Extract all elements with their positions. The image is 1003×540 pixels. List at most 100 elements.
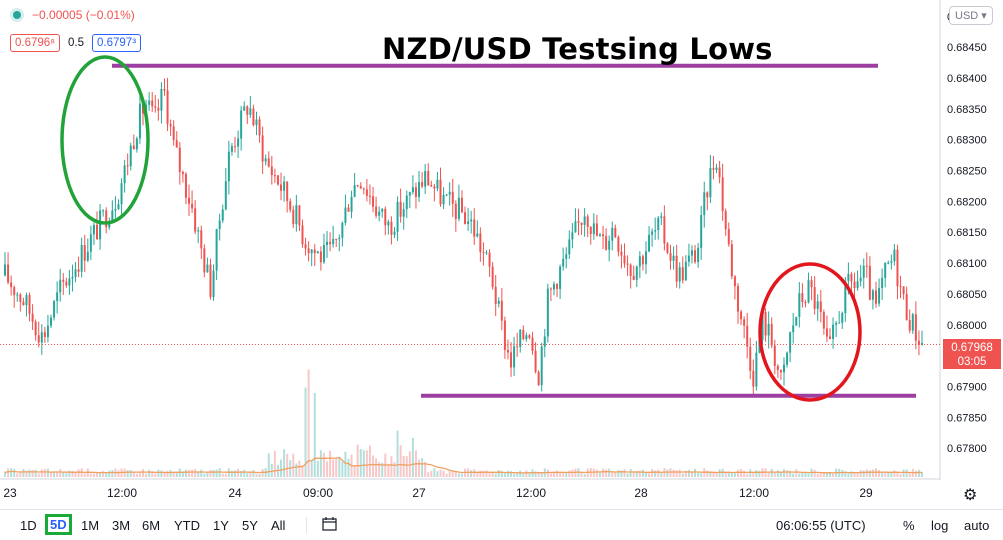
volume-bar — [592, 468, 595, 477]
candle-body — [500, 300, 503, 321]
volume-bar — [672, 469, 675, 477]
range-5y-button[interactable]: 5Y — [242, 518, 258, 533]
volume-bar — [319, 450, 322, 477]
volume-bar — [59, 468, 62, 477]
candle-body — [188, 197, 191, 204]
y-tick-label: 0.68300 — [947, 135, 987, 147]
range-6m-button[interactable]: 6M — [142, 518, 161, 533]
price-axis[interactable]: 0.685000.684500.684000.683500.683000.682… — [947, 11, 987, 455]
range-5d-button[interactable]: 5D — [45, 514, 72, 535]
candle-body — [706, 192, 709, 198]
candle-body — [828, 336, 831, 339]
volume-bar — [215, 469, 218, 477]
candle-body — [779, 369, 782, 373]
volume-bar — [329, 450, 332, 477]
volume-bar — [850, 471, 853, 477]
volume-bar — [807, 473, 810, 477]
candle-body — [7, 264, 10, 283]
volume-bar — [626, 473, 629, 477]
volume-bar — [623, 469, 626, 477]
candle-body — [200, 230, 203, 249]
volume-bar — [825, 472, 828, 477]
volume-bar — [801, 472, 804, 477]
candle-body — [660, 216, 663, 218]
ask-button[interactable]: 0.6797³ — [92, 34, 142, 52]
volume-bar — [295, 463, 298, 477]
range-all-button[interactable]: All — [271, 518, 286, 533]
volume-bar — [795, 469, 798, 477]
volume-bar — [71, 470, 74, 477]
percent-toggle[interactable]: % — [903, 518, 915, 533]
currency-dropdown[interactable]: USD ▾ — [949, 6, 993, 25]
volume-bar — [129, 470, 132, 477]
candle-body — [451, 191, 454, 204]
candle-body — [608, 240, 611, 250]
candle-body — [859, 277, 862, 282]
price-chart[interactable]: 0.685000.684500.684000.683500.683000.682… — [0, 0, 1003, 508]
volume-bar — [887, 473, 890, 477]
volume-bar — [89, 473, 92, 477]
volume-bar — [372, 455, 375, 477]
volume-bar — [571, 469, 574, 477]
candle-body — [53, 301, 56, 318]
candle-body — [497, 300, 500, 304]
range-1y-button[interactable]: 1Y — [213, 518, 229, 533]
volume-bar — [678, 469, 681, 477]
auto-toggle[interactable]: auto — [964, 518, 990, 533]
candle-body — [246, 106, 249, 115]
candle-body — [353, 185, 356, 197]
volume-bar — [65, 473, 68, 477]
volume-bar — [4, 471, 6, 477]
candle-body — [92, 224, 95, 235]
volume-bar — [25, 470, 28, 477]
volume-bar — [148, 469, 151, 477]
volume-bar — [246, 473, 249, 477]
candle-body — [874, 290, 877, 304]
gear-icon[interactable]: ⚙ — [963, 487, 978, 504]
candle-body — [678, 267, 681, 282]
candle-body — [730, 244, 733, 277]
range-3m-button[interactable]: 3M — [112, 518, 131, 533]
volume-bar — [516, 473, 519, 477]
candle-body — [194, 208, 197, 232]
volume-bar — [108, 470, 111, 477]
volume-bar — [598, 471, 601, 477]
volume-bar — [142, 469, 145, 477]
bid-button[interactable]: 0.6796⁸ — [10, 34, 61, 52]
bottom-toolbar: 1D 5D 1M 3M 6M YTD 1Y 5Y All 06:06:55 (U… — [0, 509, 1003, 540]
time-axis[interactable]: 23 12:00 24 09:00 27 12:00 28 12:00 29 — [3, 486, 873, 500]
candle-body — [580, 222, 583, 225]
volume-bar — [341, 461, 344, 477]
candle-body — [733, 276, 736, 287]
volume-bar — [605, 469, 608, 477]
volume-bar — [68, 470, 71, 477]
candle-body — [203, 248, 206, 273]
volume-bar — [828, 471, 831, 477]
volume-bar — [709, 471, 712, 477]
candle-body — [96, 224, 99, 240]
range-ytd-button[interactable]: YTD — [174, 518, 200, 533]
utc-clock[interactable]: 06:06:55 (UTC) — [776, 518, 866, 533]
volume-bar — [779, 472, 782, 477]
log-toggle[interactable]: log — [931, 518, 949, 533]
volume-bar — [629, 468, 632, 477]
x-tick-label: 27 — [412, 486, 426, 500]
x-tick-label: 23 — [3, 486, 17, 500]
candle-body — [436, 179, 439, 189]
candle-body — [605, 236, 608, 250]
range-1m-button[interactable]: 1M — [81, 518, 100, 533]
volume-bar — [445, 473, 448, 477]
date-range-icon[interactable] — [322, 517, 337, 531]
range-1d-button[interactable]: 1D — [20, 518, 37, 533]
candle-body — [243, 106, 246, 111]
volume-bar — [485, 470, 488, 477]
candle-body — [724, 211, 727, 230]
volume-bar — [117, 470, 120, 477]
volume-bar — [776, 470, 779, 477]
candle-body — [914, 314, 917, 341]
candle-body — [197, 230, 200, 232]
candle-body — [454, 203, 457, 219]
volume-bar — [40, 469, 43, 477]
candle-body — [589, 226, 592, 234]
candle-body — [838, 322, 841, 324]
